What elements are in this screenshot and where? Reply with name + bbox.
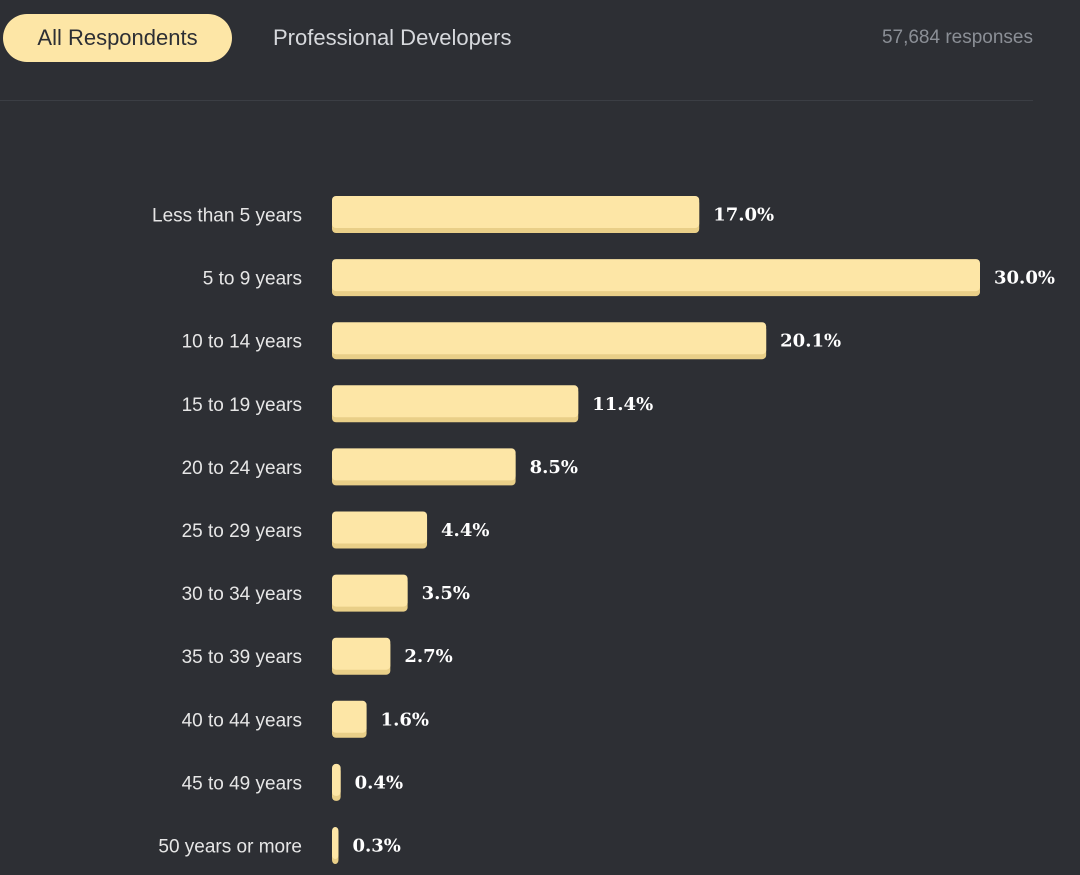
- bar[interactable]: [332, 827, 339, 859]
- category-label: 25 to 29 years: [182, 521, 302, 542]
- bar[interactable]: [332, 259, 980, 292]
- value-label: 0.3%: [352, 836, 400, 857]
- value-label: 3.5%: [422, 583, 470, 604]
- bar[interactable]: [332, 196, 700, 228]
- category-label: 15 to 19 years: [182, 395, 302, 416]
- divider: [0, 100, 1033, 101]
- value-label: 11.4%: [592, 394, 653, 415]
- bar[interactable]: [332, 700, 367, 733]
- category-label: 20 to 24 years: [182, 458, 302, 479]
- tab-all-respondents[interactable]: All Respondents: [3, 14, 232, 62]
- category-label: 50 years or more: [158, 837, 302, 858]
- bar[interactable]: [332, 637, 391, 670]
- category-label: 30 to 34 years: [182, 584, 302, 605]
- value-label: 30.0%: [994, 268, 1055, 289]
- value-label: 0.4%: [355, 772, 403, 793]
- bar[interactable]: [332, 763, 341, 796]
- bar[interactable]: [332, 511, 428, 544]
- category-label: Less than 5 years: [152, 206, 302, 227]
- value-label: 1.6%: [381, 709, 429, 730]
- bar[interactable]: [332, 385, 579, 418]
- category-label: 40 to 44 years: [182, 710, 302, 731]
- category-label: 45 to 49 years: [182, 773, 302, 794]
- bar[interactable]: [332, 448, 516, 481]
- value-label: 8.5%: [530, 457, 578, 478]
- category-label: 35 to 39 years: [182, 647, 302, 668]
- bar[interactable]: [332, 322, 767, 355]
- bar[interactable]: [332, 574, 408, 607]
- category-label: 10 to 14 years: [182, 332, 302, 353]
- value-label: 2.7%: [404, 646, 452, 667]
- category-label: 5 to 9 years: [203, 269, 302, 290]
- value-label: 4.4%: [441, 520, 489, 541]
- value-label: 20.1%: [780, 331, 841, 352]
- response-count: 57,684 responses: [881, 27, 1033, 48]
- value-label: 17.0%: [713, 205, 774, 226]
- tab-professional-developers[interactable]: Professional Developers: [273, 25, 512, 50]
- respondent-tabs: All Respondents Professional Developers …: [0, 0, 1080, 100]
